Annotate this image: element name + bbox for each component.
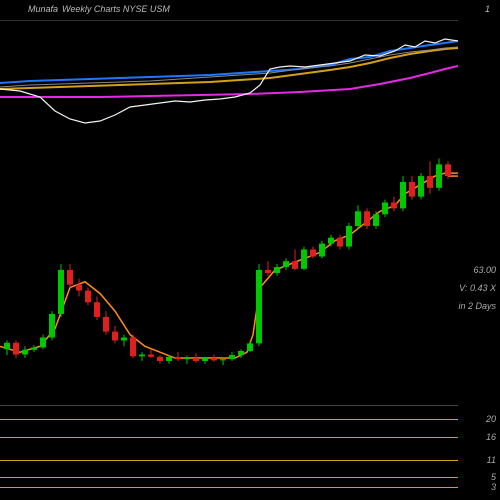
osc-level-line [0, 487, 458, 488]
chart-container: Munafa Weekly Charts NYSE USM 1 63.00 V:… [0, 0, 500, 500]
title-page: 1 [485, 4, 490, 14]
osc-level-label: 11 [487, 455, 496, 465]
osc-level-label: 3 [491, 482, 496, 492]
osc-level-label: 16 [486, 432, 496, 442]
osc-level-line [0, 419, 458, 420]
chart-header: Munafa Weekly Charts NYSE USM 1 [0, 4, 500, 20]
osc-level-line [0, 477, 458, 478]
price-candles [0, 135, 458, 405]
last-price-label: 63.00 [473, 265, 496, 275]
indicator-panel [0, 20, 458, 135]
title-brand: Munafa [28, 4, 58, 14]
price-axis: 63.00 V: 0.43 X in 2 Days [458, 135, 500, 405]
price-panel [0, 135, 458, 405]
osc-level-line [0, 460, 458, 461]
oscillator-panel [0, 405, 458, 495]
osc-level-line [0, 437, 458, 438]
indicator-lines [0, 21, 458, 136]
title-desc: Weekly Charts NYSE USM [62, 4, 170, 14]
note-label: in 2 Days [458, 301, 496, 311]
osc-level-label: 20 [486, 414, 496, 424]
volume-label: V: 0.43 X [459, 283, 496, 293]
osc-level-label: 5 [491, 472, 496, 482]
oscillator-axis: 20 16 11 53 [458, 405, 500, 495]
